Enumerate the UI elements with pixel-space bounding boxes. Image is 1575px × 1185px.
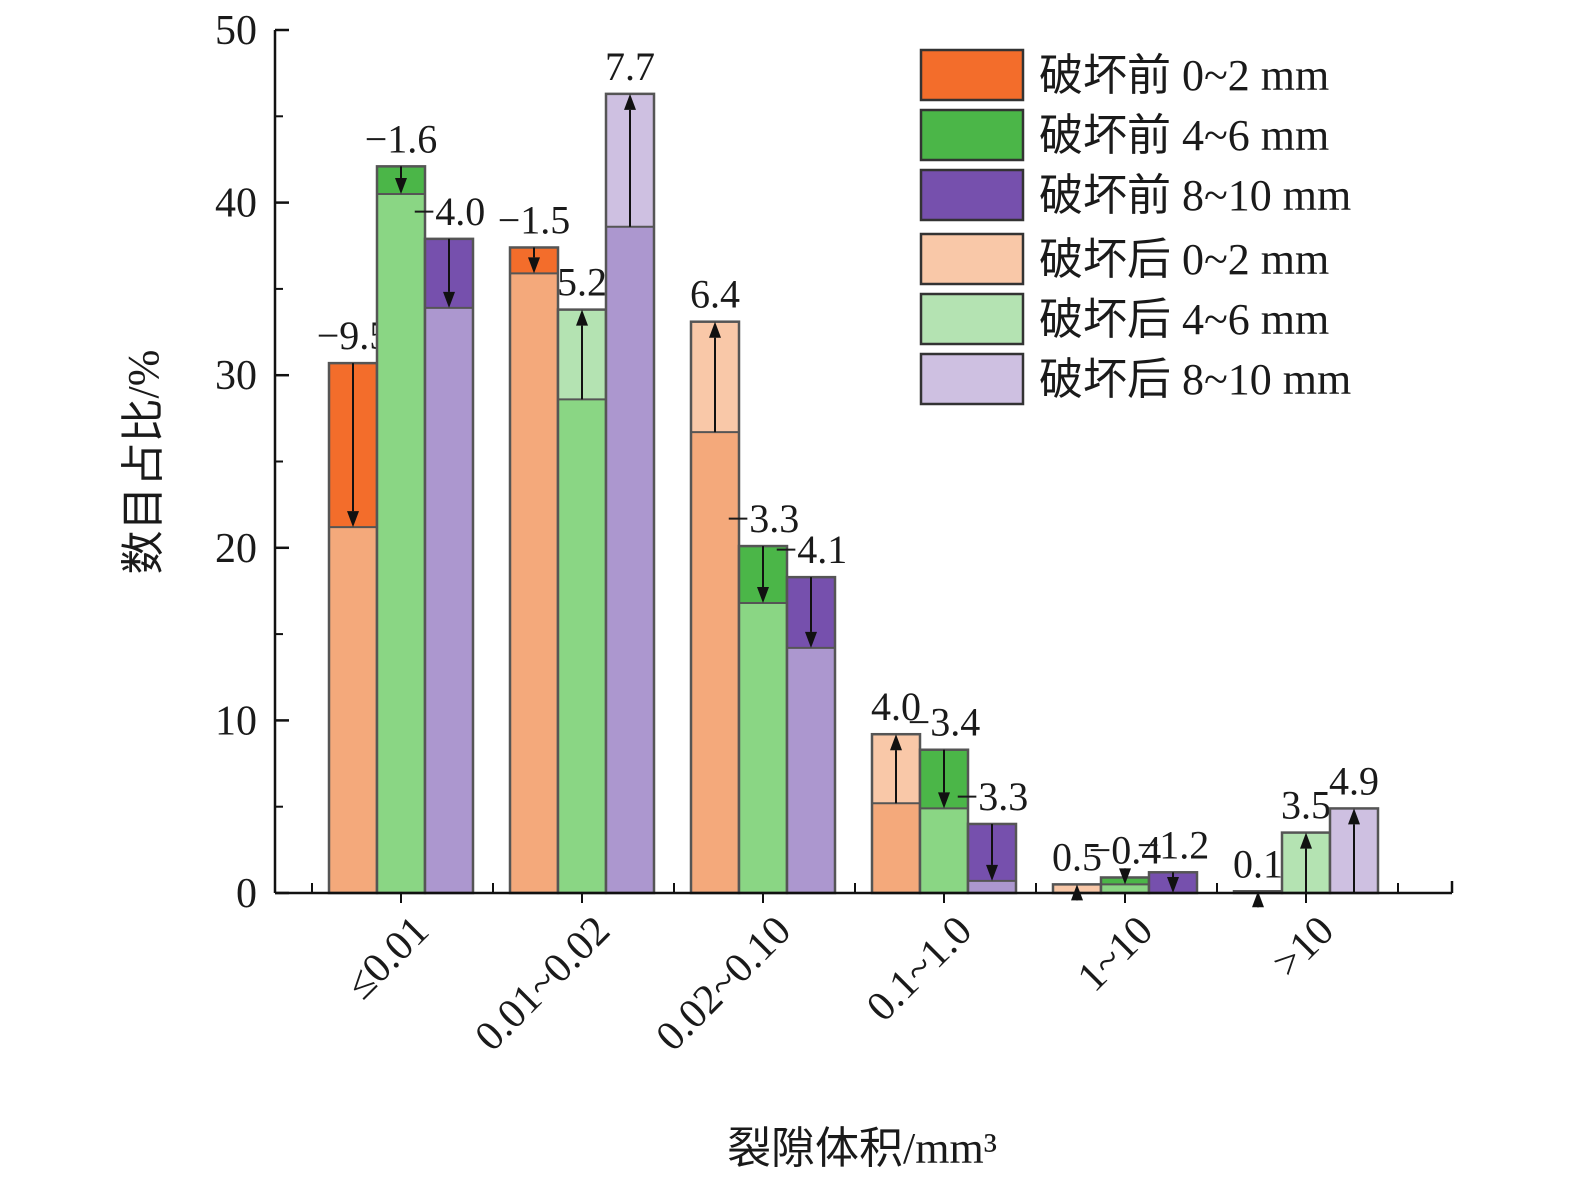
change-arrow-head	[395, 177, 407, 194]
legend-label: 破坏后 0~2 mm	[1039, 235, 1329, 284]
change-arrow-head	[986, 864, 998, 881]
category-group: −1.5 5.2 7.7	[498, 44, 656, 895]
change-label: 4.0	[871, 684, 921, 729]
change-label: 4.9	[1329, 758, 1379, 803]
legend-item: 破坏后 4~6 mm	[919, 292, 1329, 346]
bar-common	[377, 193, 425, 894]
bar-common	[425, 307, 473, 893]
change-arrow-head	[757, 587, 769, 604]
category-group: 0.5−0.4−1.2	[1051, 822, 1210, 901]
legend-label: 破坏前 0~2 mm	[1039, 51, 1329, 100]
legend-label: 破坏后 4~6 mm	[1039, 295, 1329, 344]
category-group: −9.5−1.6−4.0	[317, 116, 486, 895]
legend-swatch	[919, 48, 1025, 102]
legend-item: 破坏后 0~2 mm	[919, 232, 1329, 286]
bar-common	[510, 273, 558, 894]
x-axis: ≤0.01 0.01~0.02 0.02~0.10 0.1~1.0 1~10 >10	[275, 881, 1454, 1061]
change-label: −3.3	[727, 496, 800, 541]
legend-swatch	[919, 232, 1025, 286]
change-label: −3.4	[908, 700, 981, 745]
change-arrow-head	[709, 321, 721, 338]
change-arrow-head	[624, 93, 636, 110]
bar-common	[606, 226, 654, 893]
change-label: 0.5	[1052, 834, 1102, 879]
y-tick-label: 10	[215, 698, 257, 744]
y-axis: 0 10 20 30 40 50	[215, 8, 289, 917]
x-tick-label: ≤0.01	[337, 908, 438, 1009]
bar-common	[787, 647, 835, 893]
bar-common	[1101, 884, 1149, 893]
x-tick-label: 1~10	[1069, 908, 1162, 1001]
x-axis-title: 裂隙体积/mm³	[727, 1124, 997, 1173]
change-label: 6.4	[690, 272, 740, 317]
y-tick-label: 40	[215, 181, 257, 227]
change-arrow-head	[347, 511, 359, 528]
legend-label: 破坏后 8~10 mm	[1039, 355, 1351, 404]
change-label: −1.2	[1137, 822, 1210, 867]
y-axis-title: 数目占比/%	[119, 350, 168, 575]
change-label: 0.1	[1233, 841, 1283, 886]
y-tick-label: 20	[215, 526, 257, 572]
y-tick-label: 0	[236, 871, 257, 917]
change-label: 7.7	[605, 44, 655, 89]
change-arrow-head	[805, 631, 817, 648]
legend-label: 破坏前 8~10 mm	[1039, 171, 1351, 220]
bar-common	[691, 432, 739, 893]
change-arrow-head	[576, 309, 588, 326]
bar-common	[329, 527, 377, 893]
change-label: 3.5	[1281, 783, 1331, 828]
change-label: −1.6	[365, 116, 438, 161]
change-arrow-head	[1348, 808, 1360, 825]
change-label: 5.2	[557, 260, 607, 305]
legend-item: 破坏后 8~10 mm	[919, 352, 1351, 406]
change-label: −4.0	[413, 189, 486, 234]
change-arrow-head	[890, 734, 902, 751]
bar-common	[739, 603, 787, 893]
y-tick-label: 50	[215, 8, 257, 54]
x-tick-label: 0.01~0.02	[467, 908, 620, 1061]
x-tick-label: >10	[1264, 908, 1343, 987]
legend: 破坏前 0~2 mm 破坏前 4~6 mm 破坏前 8~10 mm 破坏后 0~2 m…	[919, 48, 1351, 406]
change-arrow-head	[528, 257, 540, 274]
bar-common	[968, 880, 1016, 893]
x-tick-label: 0.02~0.10	[648, 908, 801, 1061]
category-group: 0.1 3.54.9	[1232, 758, 1380, 908]
change-arrow-head	[443, 291, 455, 308]
plot-area: −9.5−1.6−4.0 −1.55.27.76.4−3.3−4.14.0−3.4…	[317, 44, 1380, 908]
legend-swatch	[919, 168, 1025, 222]
legend-swatch	[919, 292, 1025, 346]
change-label: −1.5	[498, 197, 571, 242]
legend-label: 破坏前 4~6 mm	[1039, 111, 1329, 160]
change-arrow-head	[1119, 868, 1131, 885]
legend-item: 破坏前 0~2 mm	[919, 48, 1329, 102]
change-arrow-head	[1167, 877, 1179, 893]
y-tick-label: 30	[215, 353, 257, 399]
category-group: 4.0−3.4 −3.3	[870, 684, 1029, 895]
category-group: 6.4 −3.3−4.1	[689, 272, 848, 895]
x-tick-label: 0.1~1.0	[858, 908, 981, 1031]
legend-swatch	[919, 108, 1025, 162]
bar-common	[920, 808, 968, 893]
change-label: −3.3	[956, 774, 1029, 819]
change-arrow-head	[1252, 891, 1264, 908]
change-label: −0.4	[1089, 827, 1162, 872]
legend-swatch	[919, 352, 1025, 406]
legend-item: 破坏前 4~6 mm	[919, 108, 1329, 162]
change-arrow-head	[938, 792, 950, 809]
bar-common	[872, 803, 920, 893]
bar-common	[558, 399, 606, 893]
change-label: −4.1	[775, 527, 848, 572]
change-arrow-head	[1300, 832, 1312, 849]
legend-item: 破坏前 8~10 mm	[919, 168, 1351, 222]
